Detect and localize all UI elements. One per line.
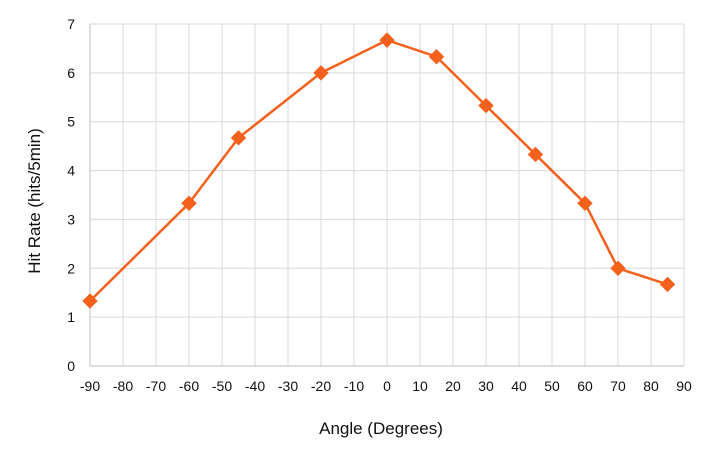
x-tick-label: 10: [412, 378, 428, 394]
data-point-marker: [379, 32, 395, 48]
y-tick-label: 5: [67, 114, 75, 130]
x-tick-label: 90: [676, 378, 692, 394]
x-tick-label: -50: [212, 378, 232, 394]
x-tick-labels: -90 -80 -70 -60 -50 -40 -30 -20 -10 0 10 20 30 40 50 60…: [80, 378, 692, 394]
y-tick-label: 7: [67, 16, 75, 32]
x-tick-label: 20: [445, 378, 461, 394]
data-point-marker: [659, 276, 676, 293]
data-point-marker: [527, 146, 544, 163]
data-point-marker: [428, 49, 445, 65]
y-tick-labels: 0 1 2 3 4 5 6 7: [67, 16, 75, 374]
x-tick-label: 0: [383, 378, 391, 394]
data-point-marker: [313, 65, 329, 81]
data-point-marker: [610, 260, 626, 276]
x-tick-label: 60: [577, 378, 593, 394]
y-tick-label: 0: [67, 358, 75, 374]
x-tick-label: -30: [278, 378, 298, 394]
y-axis-title: Hit Rate (hits/5min): [25, 128, 44, 273]
x-tick-label: 80: [643, 378, 659, 394]
data-point-marker: [82, 293, 98, 309]
x-tick-label: -70: [146, 378, 166, 394]
x-tick-label: -80: [113, 378, 133, 394]
data-point-marker: [181, 195, 197, 212]
x-tick-label: 50: [544, 378, 560, 394]
series-group: [82, 32, 676, 309]
y-tick-label: 4: [67, 163, 75, 179]
grid-lines: [89, 23, 685, 367]
x-tick-label: -40: [245, 378, 265, 394]
axes: [89, 24, 684, 367]
x-tick-label: -60: [179, 378, 199, 394]
x-tick-label: -20: [311, 378, 331, 394]
y-tick-label: 2: [67, 260, 75, 276]
y-tick-label: 1: [67, 309, 75, 325]
data-point-marker: [577, 195, 593, 212]
data-point-marker: [478, 97, 494, 114]
x-tick-label: 40: [511, 378, 527, 394]
x-tick-label: 30: [478, 378, 494, 394]
x-tick-label: -90: [80, 378, 100, 394]
y-tick-label: 3: [67, 211, 75, 227]
y-tick-label: 6: [67, 65, 75, 81]
x-tick-label: -10: [344, 378, 364, 394]
x-axis-title: Angle (Degrees): [319, 419, 443, 438]
x-tick-label: 70: [610, 378, 626, 394]
data-point-marker: [230, 130, 247, 146]
